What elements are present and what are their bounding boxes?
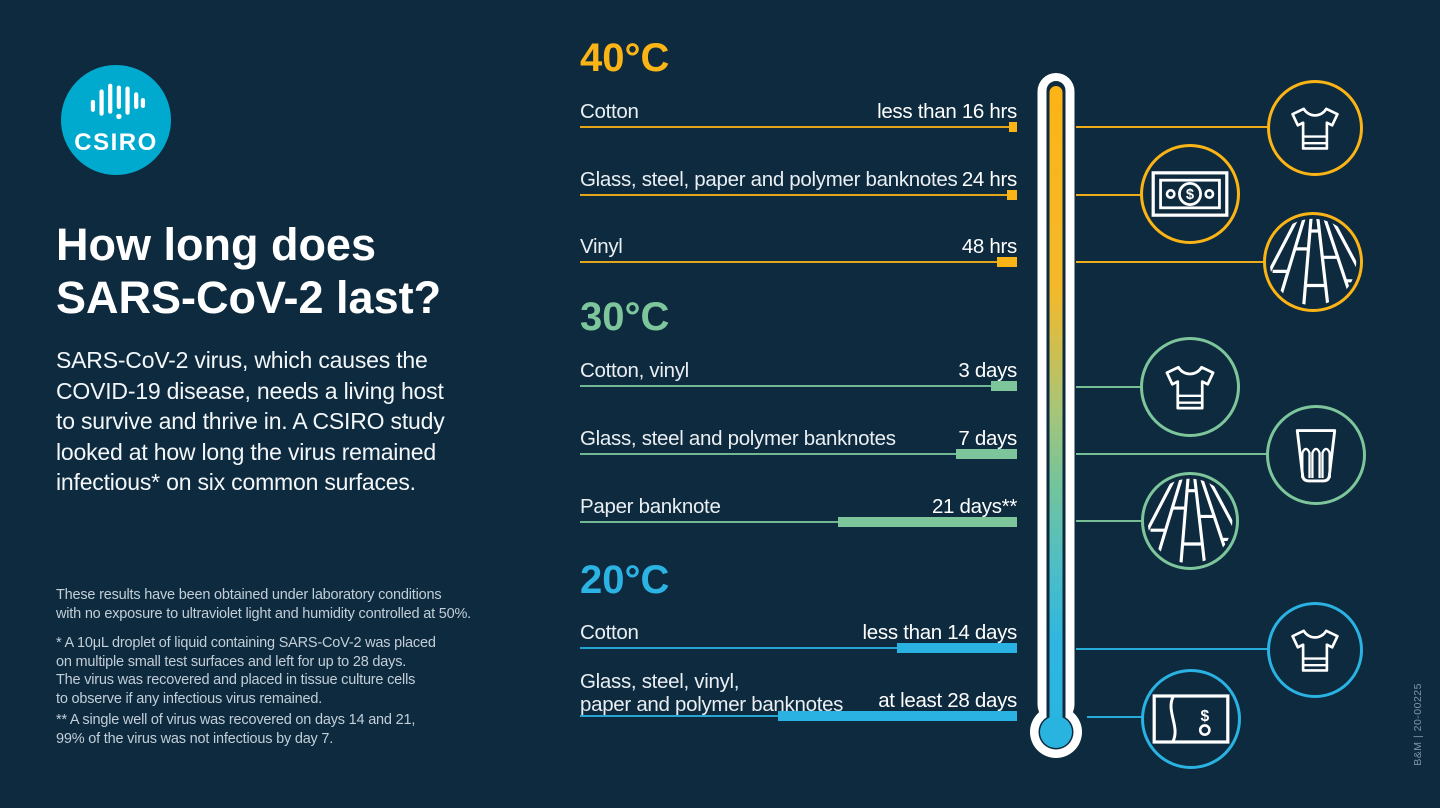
duration-bar xyxy=(838,517,1017,527)
banknote-icon: $ xyxy=(1151,171,1229,217)
thermometer-icon xyxy=(1030,73,1082,758)
surface-icon-cotton-30c xyxy=(1140,337,1240,437)
row-value: 21 days** xyxy=(931,495,1017,518)
footnote-single-asterisk: * A 10μL droplet of liquid containing SA… xyxy=(56,635,436,707)
surface-icon-banknotes-40c: $ xyxy=(1140,144,1240,244)
row-value: 48 hrs xyxy=(961,235,1017,258)
connector-line xyxy=(1076,453,1267,455)
row-underline xyxy=(580,194,1017,196)
row-label: Glass, steel and polymer banknotes xyxy=(580,427,896,450)
connector-line xyxy=(1087,716,1142,718)
surface-icon-banknotes-20c: $ xyxy=(1141,669,1241,769)
page-title: How long does SARS-CoV-2 last? xyxy=(56,218,441,324)
connector-line xyxy=(1076,520,1142,522)
row-value: 7 days xyxy=(958,427,1017,450)
svg-text:$: $ xyxy=(1200,708,1209,725)
row-underline xyxy=(580,385,1017,387)
duration-bar xyxy=(778,711,1017,721)
vinyl-floor-icon xyxy=(1147,478,1233,564)
duration-bar xyxy=(1009,122,1017,132)
intro-line: looked at how long the virus remained xyxy=(56,438,436,465)
surface-icon-vinyl-40c xyxy=(1263,212,1363,312)
surface-icon-cotton-40c xyxy=(1267,80,1363,176)
vinyl-floor-icon xyxy=(1269,218,1357,306)
row-underline xyxy=(580,453,1017,455)
connector-line xyxy=(1076,648,1268,650)
row-label: Glass, steel, vinyl, paper and polymer b… xyxy=(580,670,844,716)
glass-icon xyxy=(1295,429,1337,483)
intro-paragraph: SARS-CoV-2 virus, which causes the COVID… xyxy=(56,345,445,498)
row-value: 3 days xyxy=(958,359,1017,382)
csiro-logo-text: CSIRO xyxy=(74,129,158,156)
row-underline xyxy=(580,647,1017,649)
row-label: Cotton, vinyl xyxy=(580,359,689,382)
row-value: less than 14 days xyxy=(862,621,1018,644)
csiro-logo: CSIRO xyxy=(61,65,171,175)
intro-line: SARS-CoV-2 virus, which causes the xyxy=(56,347,428,373)
row-underline xyxy=(580,261,1017,263)
intro-line: infectious* on six common surfaces. xyxy=(56,469,416,495)
connector-line xyxy=(1076,126,1268,128)
connector-line xyxy=(1076,261,1264,263)
row-underline xyxy=(580,521,1017,523)
section-40c-header: 40°C xyxy=(580,36,670,80)
connector-line xyxy=(1076,194,1141,196)
row-label: Paper banknote xyxy=(580,495,721,518)
duration-bar xyxy=(997,257,1017,267)
title-line-1: How long does xyxy=(56,219,376,270)
row-label: Cotton xyxy=(580,100,639,123)
row-value: less than 16 hrs xyxy=(877,100,1017,123)
document-reference-watermark: B&M | 20-00225 xyxy=(1412,683,1424,766)
title-line-2: SARS-CoV-2 last? xyxy=(56,272,442,323)
tshirt-icon xyxy=(1291,629,1339,672)
row-value: 24 hrs xyxy=(961,168,1017,191)
footnote-double-asterisk: ** A single well of virus was recovered … xyxy=(56,712,416,747)
section-30c-header: 30°C xyxy=(580,295,670,339)
row-label: Cotton xyxy=(580,621,639,644)
surface-icon-glass-30c xyxy=(1266,405,1366,505)
csiro-logo-mark xyxy=(90,83,146,120)
intro-line: COVID-19 disease, needs a living host xyxy=(56,377,444,404)
folded-banknote-icon: $ xyxy=(1152,694,1230,744)
section-20c-header: 20°C xyxy=(580,558,670,602)
connector-line xyxy=(1076,386,1141,388)
tshirt-icon xyxy=(1165,365,1215,410)
lab-conditions-note: These results have been obtained under l… xyxy=(56,587,471,622)
duration-bar xyxy=(897,643,1017,653)
duration-bar xyxy=(991,381,1017,391)
row-label: Vinyl xyxy=(580,235,623,258)
surface-icon-vinyl-30c xyxy=(1141,472,1239,570)
tshirt-icon xyxy=(1291,107,1339,150)
row-value: at least 28 days xyxy=(878,689,1017,712)
surface-icon-cotton-20c xyxy=(1267,602,1363,698)
row-underline xyxy=(580,126,1017,128)
duration-bar xyxy=(1007,190,1017,200)
svg-text:$: $ xyxy=(1186,187,1194,203)
duration-bar xyxy=(956,449,1017,459)
row-label: Glass, steel, paper and polymer banknote… xyxy=(580,168,958,191)
intro-line: to survive and thrive in. A CSIRO study xyxy=(56,408,445,434)
